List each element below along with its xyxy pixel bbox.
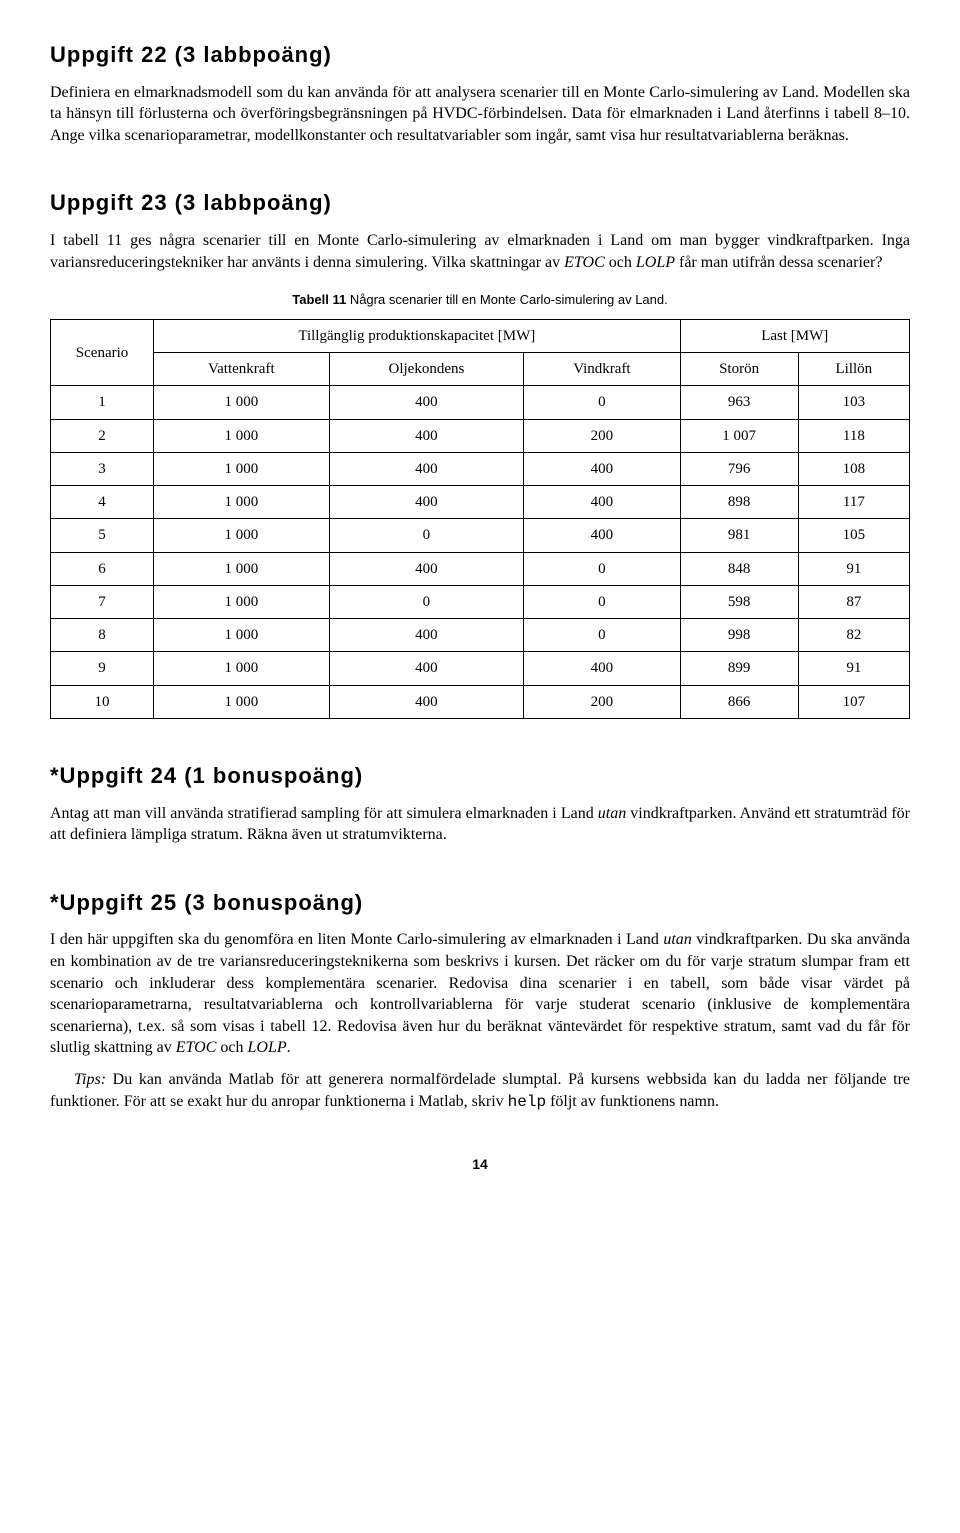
table-row: 101 000400200866107 bbox=[51, 685, 910, 718]
table-cell: 10 bbox=[51, 685, 154, 718]
task-24-section: *Uppgift 24 (1 bonuspoäng) Antag att man… bbox=[50, 761, 910, 846]
task-23-section: Uppgift 23 (3 labbpoäng) I tabell 11 ges… bbox=[50, 188, 910, 718]
table-cell: 1 000 bbox=[154, 452, 329, 485]
table-cell: 117 bbox=[798, 486, 909, 519]
table-cell: 400 bbox=[524, 652, 680, 685]
table-cell: 82 bbox=[798, 619, 909, 652]
table-cell: 0 bbox=[329, 519, 524, 552]
task-22-body: Definiera en elmarknadsmodell som du kan… bbox=[50, 82, 910, 147]
task-25-heading: *Uppgift 25 (3 bonuspoäng) bbox=[50, 888, 910, 918]
table-cell: 899 bbox=[680, 652, 798, 685]
task-24-heading: *Uppgift 24 (1 bonuspoäng) bbox=[50, 761, 910, 791]
table-cell: 0 bbox=[524, 552, 680, 585]
table-cell: 9 bbox=[51, 652, 154, 685]
table-cell: 998 bbox=[680, 619, 798, 652]
task-25-body-2: Tips: Du kan använda Matlab för att gene… bbox=[50, 1069, 910, 1113]
table-row: 21 0004002001 007118 bbox=[51, 419, 910, 452]
col-vattenkraft: Vattenkraft bbox=[154, 353, 329, 386]
table-row: 51 0000400981105 bbox=[51, 519, 910, 552]
table-cell: 2 bbox=[51, 419, 154, 452]
table-cell: 107 bbox=[798, 685, 909, 718]
table-cell: 1 000 bbox=[154, 685, 329, 718]
table-cell: 1 000 bbox=[154, 652, 329, 685]
table-cell: 7 bbox=[51, 585, 154, 618]
table-cell: 981 bbox=[680, 519, 798, 552]
col-oljekondens: Oljekondens bbox=[329, 353, 524, 386]
table-cell: 1 000 bbox=[154, 585, 329, 618]
table-cell: 105 bbox=[798, 519, 909, 552]
table-cell: 8 bbox=[51, 619, 154, 652]
table-cell: 0 bbox=[524, 585, 680, 618]
table-cell: 0 bbox=[524, 386, 680, 419]
table-cell: 91 bbox=[798, 652, 909, 685]
col-load: Last [MW] bbox=[680, 319, 910, 352]
task-22-section: Uppgift 22 (3 labbpoäng) Definiera en el… bbox=[50, 40, 910, 146]
table-cell: 848 bbox=[680, 552, 798, 585]
table-cell: 400 bbox=[329, 552, 524, 585]
table-cell: 400 bbox=[329, 685, 524, 718]
table-row: 61 000400084891 bbox=[51, 552, 910, 585]
table-cell: 400 bbox=[329, 386, 524, 419]
table-cell: 963 bbox=[680, 386, 798, 419]
table-cell: 400 bbox=[329, 619, 524, 652]
table-cell: 400 bbox=[524, 486, 680, 519]
table-11: Scenario Tillgänglig produktionskapacite… bbox=[50, 319, 910, 719]
table-cell: 0 bbox=[524, 619, 680, 652]
table-row: 71 0000059887 bbox=[51, 585, 910, 618]
table-cell: 1 007 bbox=[680, 419, 798, 452]
table-cell: 400 bbox=[329, 452, 524, 485]
table-cell: 400 bbox=[329, 652, 524, 685]
col-lillon: Lillön bbox=[798, 353, 909, 386]
table-cell: 1 000 bbox=[154, 552, 329, 585]
table-cell: 1 bbox=[51, 386, 154, 419]
table-cell: 0 bbox=[329, 585, 524, 618]
table-header-row-1: Scenario Tillgänglig produktionskapacite… bbox=[51, 319, 910, 352]
table-cell: 400 bbox=[329, 419, 524, 452]
table-cell: 87 bbox=[798, 585, 909, 618]
table-cell: 200 bbox=[524, 419, 680, 452]
table-cell: 5 bbox=[51, 519, 154, 552]
table-row: 81 000400099882 bbox=[51, 619, 910, 652]
table-cell: 200 bbox=[524, 685, 680, 718]
table-header-row-2: Vattenkraft Oljekondens Vindkraft Storön… bbox=[51, 353, 910, 386]
table-cell: 400 bbox=[524, 519, 680, 552]
table-cell: 1 000 bbox=[154, 619, 329, 652]
table-cell: 400 bbox=[524, 452, 680, 485]
table-cell: 4 bbox=[51, 486, 154, 519]
task-22-heading: Uppgift 22 (3 labbpoäng) bbox=[50, 40, 910, 70]
table-cell: 1 000 bbox=[154, 419, 329, 452]
col-capacity: Tillgänglig produktionskapacitet [MW] bbox=[154, 319, 680, 352]
table-row: 31 000400400796108 bbox=[51, 452, 910, 485]
task-23-heading: Uppgift 23 (3 labbpoäng) bbox=[50, 188, 910, 218]
table-cell: 103 bbox=[798, 386, 909, 419]
table-cell: 598 bbox=[680, 585, 798, 618]
table-row: 11 0004000963103 bbox=[51, 386, 910, 419]
page-number: 14 bbox=[50, 1155, 910, 1174]
table-cell: 400 bbox=[329, 486, 524, 519]
table-cell: 6 bbox=[51, 552, 154, 585]
table-cell: 866 bbox=[680, 685, 798, 718]
col-vindkraft: Vindkraft bbox=[524, 353, 680, 386]
task-23-body: I tabell 11 ges några scenarier till en … bbox=[50, 230, 910, 273]
table-cell: 1 000 bbox=[154, 486, 329, 519]
table-11-caption: Tabell 11 Några scenarier till en Monte … bbox=[50, 291, 910, 309]
table-cell: 91 bbox=[798, 552, 909, 585]
task-25-section: *Uppgift 25 (3 bonuspoäng) I den här upp… bbox=[50, 888, 910, 1113]
table-cell: 3 bbox=[51, 452, 154, 485]
table-cell: 898 bbox=[680, 486, 798, 519]
table-cell: 108 bbox=[798, 452, 909, 485]
table-cell: 118 bbox=[798, 419, 909, 452]
table-cell: 796 bbox=[680, 452, 798, 485]
table-row: 41 000400400898117 bbox=[51, 486, 910, 519]
task-24-body: Antag att man vill använda stratifierad … bbox=[50, 803, 910, 846]
col-storon: Storön bbox=[680, 353, 798, 386]
table-cell: 1 000 bbox=[154, 519, 329, 552]
table-row: 91 00040040089991 bbox=[51, 652, 910, 685]
col-scenario: Scenario bbox=[51, 319, 154, 386]
table-cell: 1 000 bbox=[154, 386, 329, 419]
task-25-body-1: I den här uppgiften ska du genomföra en … bbox=[50, 929, 910, 1059]
